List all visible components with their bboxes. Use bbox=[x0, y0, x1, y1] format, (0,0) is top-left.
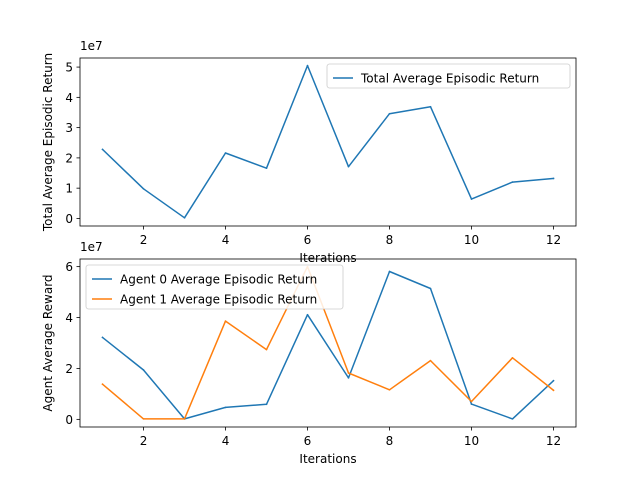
top-plot-frame bbox=[79, 57, 577, 227]
bottom-y-offset-label: 1e7 bbox=[80, 240, 103, 254]
bottom-series-1-point bbox=[552, 389, 555, 392]
bottom-y-tick-label: 2 bbox=[65, 362, 73, 376]
top-y-tick-label: 2 bbox=[65, 151, 73, 165]
bottom-legend-box bbox=[85, 264, 344, 310]
bottom-y-tick-label: 6 bbox=[65, 260, 73, 274]
bottom-series-1-point bbox=[470, 400, 473, 403]
top-series-0-point bbox=[142, 187, 145, 190]
bottom-series-1-point bbox=[511, 356, 514, 359]
bottom-y-axis-label: Agent Average Reward bbox=[41, 274, 55, 411]
top-series-0-point bbox=[511, 181, 514, 183]
bottom-chart-panel: 2 4 6 8 10 12 0 2 4 6 1e7 Iterations Agent Average R… bbox=[41, 240, 577, 466]
top-y-axis-label: Total Average Episodic Return bbox=[41, 53, 55, 232]
top-y-tick-label: 5 bbox=[65, 61, 73, 75]
bottom-series-0-point bbox=[224, 406, 227, 409]
bottom-x-tick-label: 8 bbox=[386, 434, 394, 448]
top-y-tick-label: 1 bbox=[65, 182, 73, 196]
bottom-series-1-point bbox=[183, 418, 186, 420]
top-y-tick-label: 0 bbox=[65, 212, 73, 226]
bottom-series-1-point bbox=[142, 418, 145, 420]
bottom-x-tick-label: 10 bbox=[464, 434, 479, 448]
bottom-series-0-point bbox=[470, 403, 473, 405]
top-series-0-point bbox=[265, 167, 268, 169]
bottom-series-1-point bbox=[347, 372, 350, 374]
top-series-0-point bbox=[552, 177, 555, 180]
bottom-legend-label-0: Agent 0 Average Episodic Return bbox=[120, 273, 317, 287]
top-series-0-point bbox=[224, 152, 227, 154]
top-legend: Total Average Episodic Return bbox=[326, 63, 571, 89]
top-y-tick-label: 3 bbox=[65, 121, 73, 135]
bottom-series-1-point bbox=[224, 320, 227, 322]
top-x-tick-label: 2 bbox=[140, 233, 148, 247]
bottom-x-tick-label: 4 bbox=[222, 434, 230, 448]
top-series-line-0 bbox=[101, 64, 555, 219]
top-y-offset-label: 1e7 bbox=[80, 39, 103, 53]
bottom-series-0-point bbox=[101, 336, 104, 339]
top-x-tick-label: 12 bbox=[546, 233, 561, 247]
top-series-0-point bbox=[183, 217, 186, 219]
bottom-x-tick-label: 2 bbox=[140, 434, 148, 448]
bottom-series-0-point bbox=[388, 270, 391, 273]
bottom-series-0-point bbox=[306, 313, 309, 316]
bottom-series-0-point bbox=[511, 418, 514, 420]
bottom-y-tick-label: 4 bbox=[65, 311, 73, 325]
bottom-series-line-1 bbox=[101, 265, 555, 420]
bottom-series-1-point bbox=[388, 389, 391, 391]
top-legend-box bbox=[326, 63, 571, 89]
bottom-x-tick-label: 6 bbox=[304, 434, 312, 448]
bottom-x-tick-label: 12 bbox=[546, 434, 561, 448]
bottom-x-axis-label: Iterations bbox=[299, 452, 356, 466]
bottom-series-0-point bbox=[347, 377, 350, 379]
bottom-series-line-0 bbox=[101, 270, 555, 420]
top-series-0-point bbox=[347, 165, 350, 168]
bottom-plot-frame bbox=[79, 258, 577, 428]
bottom-legend: Agent 0 Average Episodic Return Agent 1 A… bbox=[85, 264, 344, 310]
top-y-tick-label: 4 bbox=[65, 91, 73, 105]
bottom-series-0-point bbox=[552, 379, 555, 382]
top-x-tick-label: 10 bbox=[464, 233, 479, 247]
bottom-y-tick-label: 0 bbox=[65, 413, 73, 427]
top-series-0-point bbox=[306, 64, 309, 67]
top-x-tick-label: 8 bbox=[386, 233, 394, 247]
top-x-tick-label: 4 bbox=[222, 233, 230, 247]
bottom-legend-label-1: Agent 1 Average Episodic Return bbox=[120, 293, 317, 307]
top-series-0-point bbox=[101, 148, 104, 151]
top-series-0-point bbox=[388, 112, 391, 115]
bottom-series-0-point bbox=[142, 369, 145, 371]
bottom-series-1-point bbox=[265, 348, 268, 351]
bottom-series-0-point bbox=[265, 403, 268, 406]
bottom-series-0-point bbox=[429, 287, 432, 290]
top-x-axis-label: Iterations bbox=[299, 251, 356, 265]
bottom-series-1-point bbox=[429, 359, 432, 362]
top-legend-label-0: Total Average Episodic Return bbox=[360, 72, 539, 86]
top-x-tick-label: 6 bbox=[304, 233, 312, 247]
top-series-0-point bbox=[470, 198, 473, 200]
top-series-0-point bbox=[429, 105, 432, 108]
bottom-series-1-point bbox=[101, 383, 104, 386]
